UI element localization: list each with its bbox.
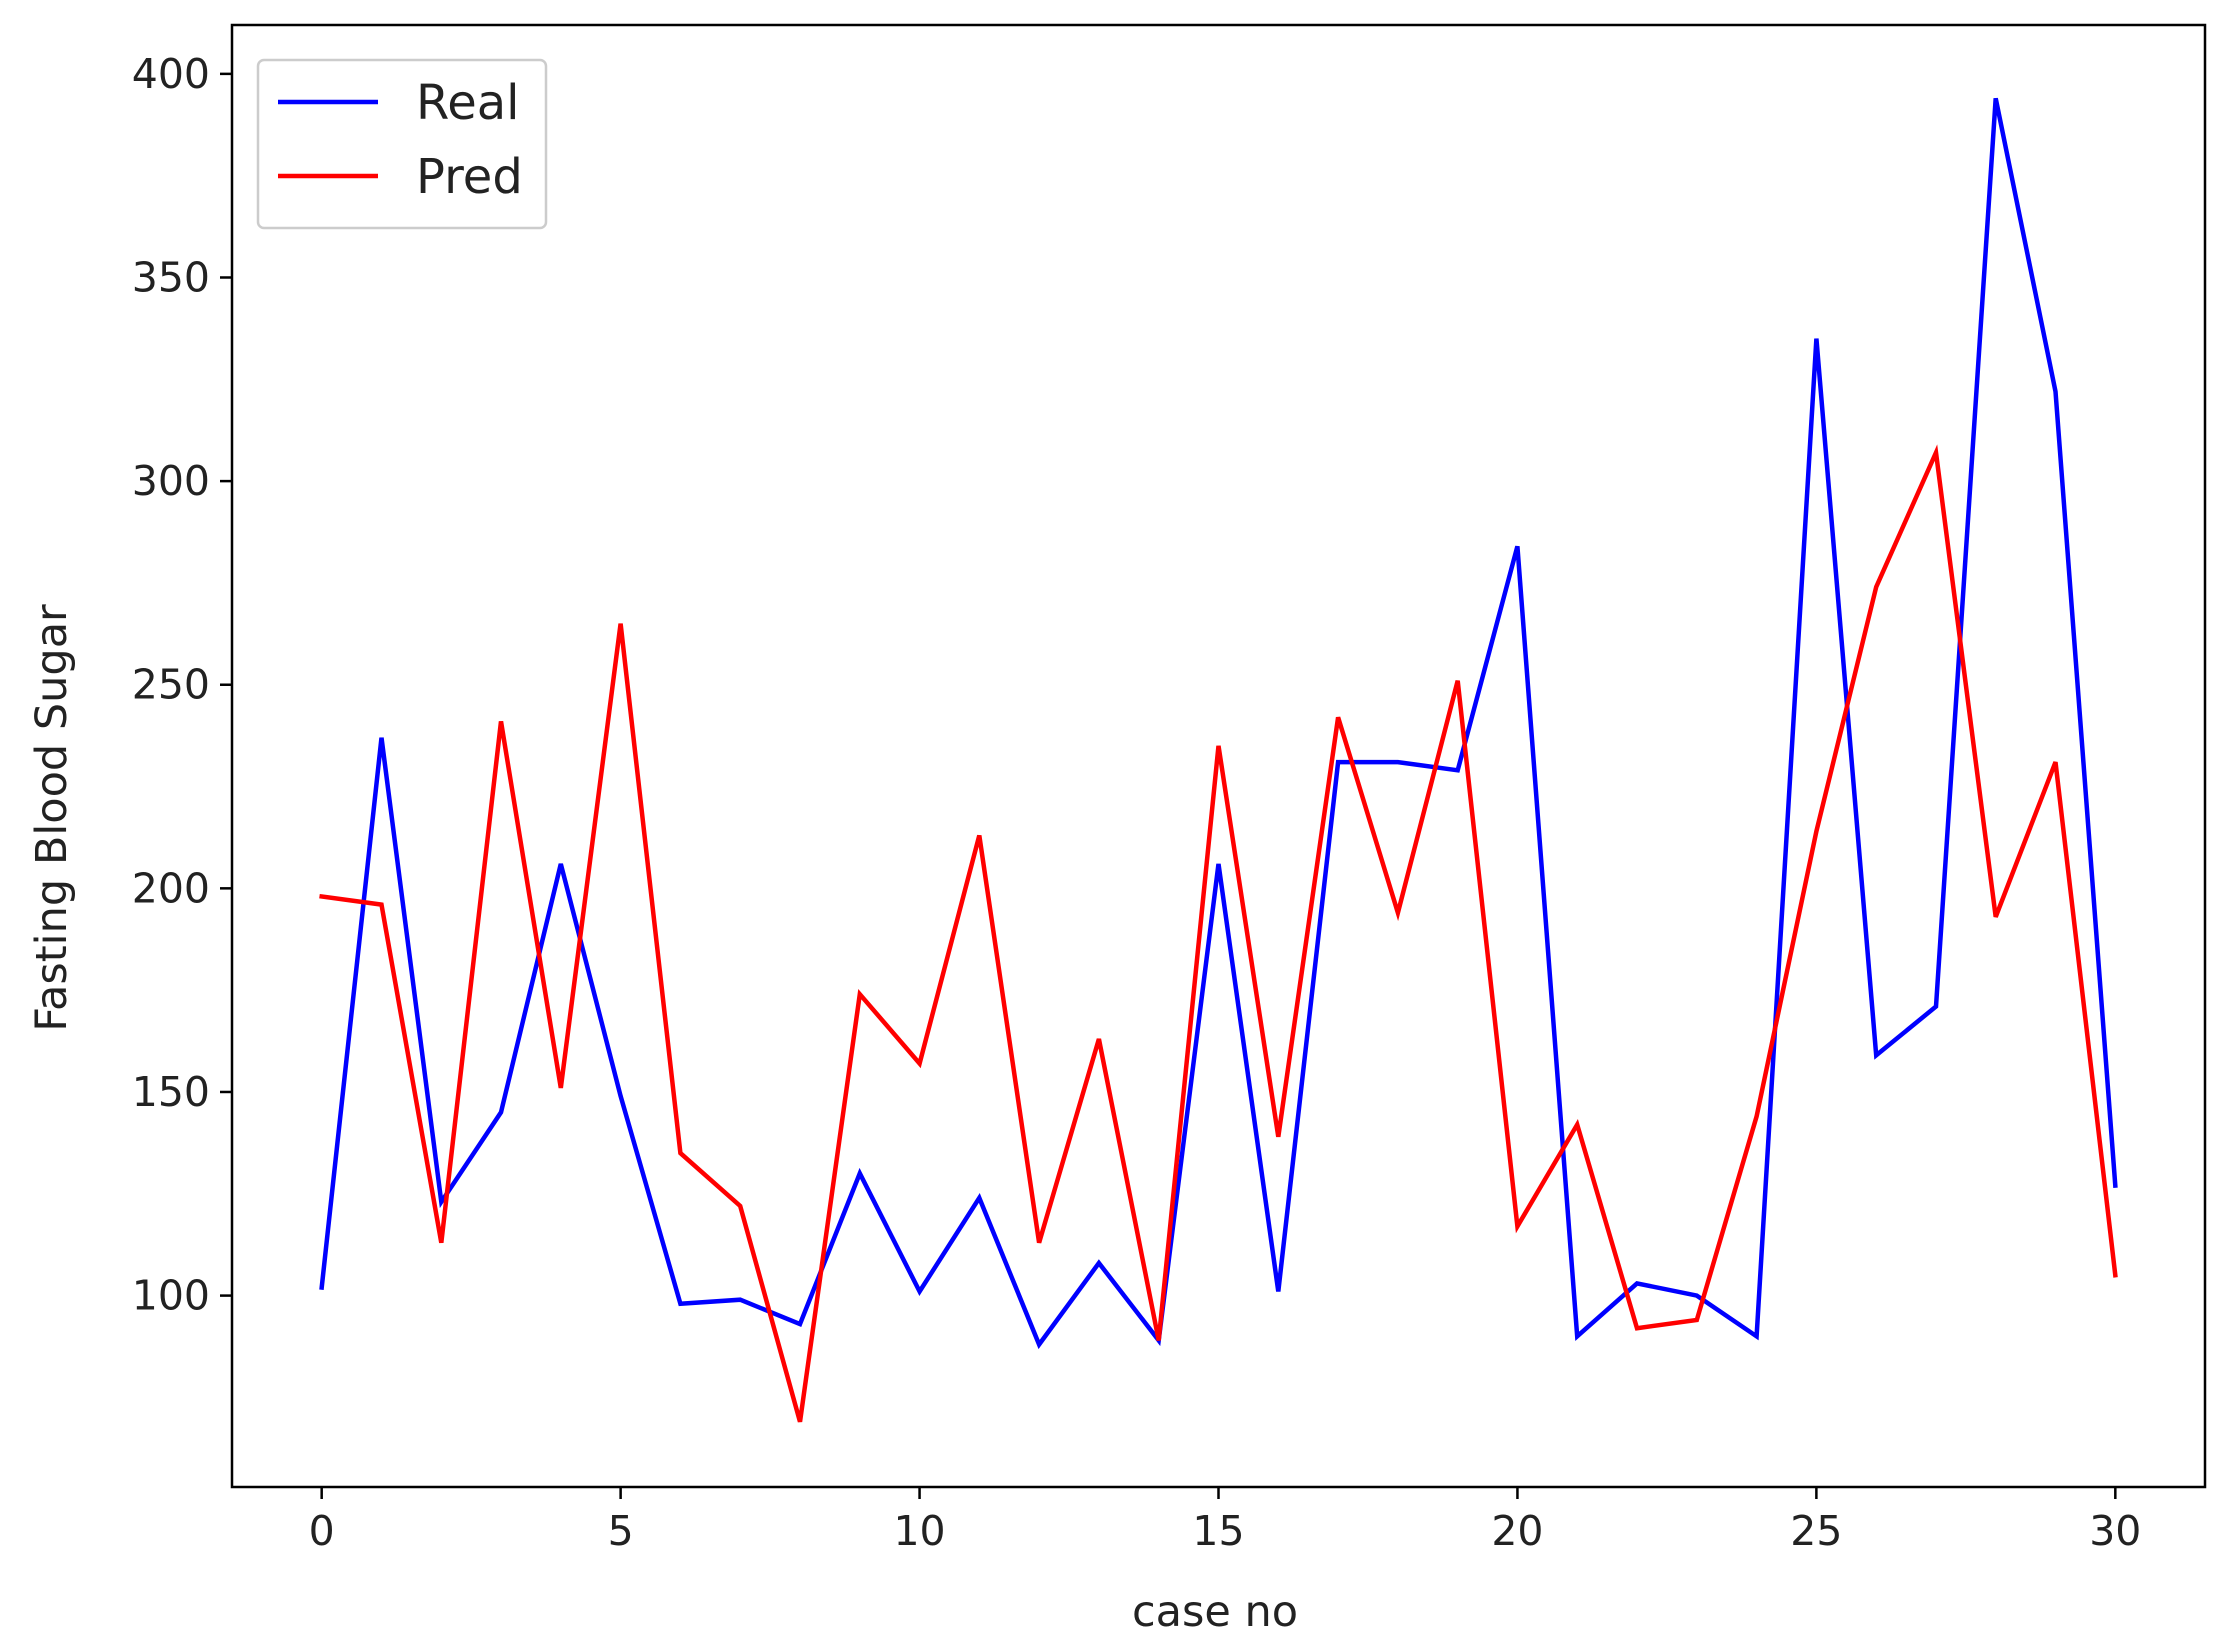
x-tick-label: 10: [893, 1507, 945, 1555]
series-line-real: [319, 97, 2118, 1350]
y-tick-label: 350: [132, 253, 210, 301]
x-tick-label: 30: [2089, 1507, 2141, 1555]
y-axis-label: Fasting Blood Sugar: [27, 604, 77, 1032]
series-line-pred: [319, 444, 2118, 1423]
y-tick-label: 300: [132, 457, 210, 505]
y-tick-label: 100: [132, 1272, 210, 1320]
x-axis-label: case no: [1132, 1587, 1298, 1637]
x-tick-label: 20: [1491, 1507, 1543, 1555]
x-tick-label: 25: [1790, 1507, 1842, 1555]
y-tick-label: 150: [132, 1068, 210, 1116]
legend-label-real: Real: [416, 75, 519, 131]
x-tick-label: 0: [309, 1507, 335, 1555]
y-tick-label: 400: [132, 50, 210, 98]
x-tick-label: 5: [608, 1507, 634, 1555]
x-tick-label: 15: [1192, 1507, 1244, 1555]
legend-label-pred: Pred: [416, 149, 523, 205]
y-tick-label: 250: [132, 661, 210, 709]
legend: Real Pred: [256, 58, 548, 230]
y-tick-label: 200: [132, 864, 210, 912]
